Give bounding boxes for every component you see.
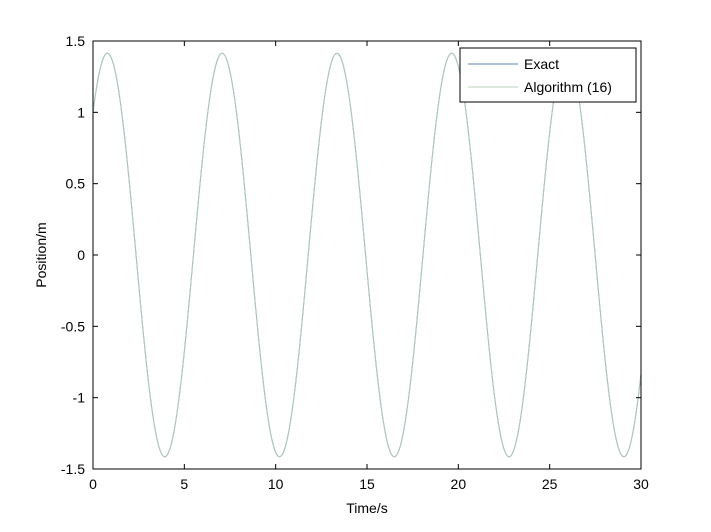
series-line-algorithm-16 <box>92 52 642 458</box>
y-tick-label: -1 <box>73 390 86 406</box>
x-tick-label: 25 <box>542 476 558 492</box>
tick-labels-layer: 0 5 10 15 20 25 30 -1.5 -1 -0.5 0 0.5 1 1.5 <box>61 33 649 492</box>
legend-label-exact: Exact <box>524 56 559 72</box>
x-tick-label: 0 <box>89 476 97 492</box>
y-tick-label: -0.5 <box>61 318 85 334</box>
legend-box <box>459 47 637 103</box>
y-tick-label: 1 <box>77 104 85 120</box>
y-tick-label: -1.5 <box>61 461 85 477</box>
x-tick-label: 5 <box>180 476 188 492</box>
y-tick-label: 0 <box>77 247 85 263</box>
series-layer <box>92 52 642 458</box>
x-tick-label: 30 <box>633 476 649 492</box>
x-tick-label: 20 <box>451 476 467 492</box>
plot-area <box>93 41 641 469</box>
x-tick-label: 15 <box>359 476 375 492</box>
legend-label-algorithm-16: Algorithm (16) <box>524 79 612 95</box>
y-axis-label: Position/m <box>33 222 49 287</box>
y-tick-label: 1.5 <box>66 33 86 49</box>
legend: Exact Algorithm (16) <box>459 47 637 103</box>
y-tick-label: 0.5 <box>66 176 86 192</box>
x-tick-label: 10 <box>268 476 284 492</box>
x-axis-label: Time/s <box>346 500 387 516</box>
ticks-layer <box>92 40 642 470</box>
